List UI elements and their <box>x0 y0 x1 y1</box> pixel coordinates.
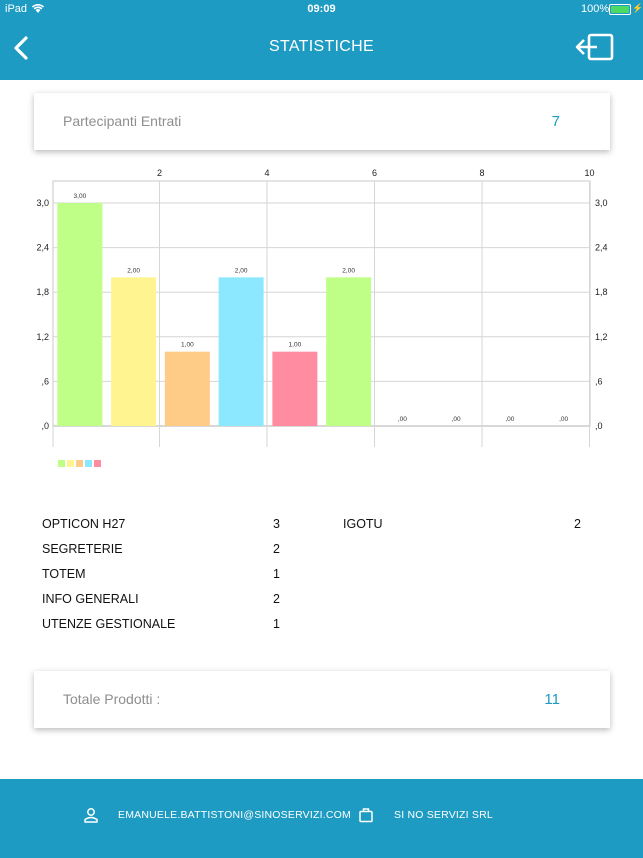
product-list-left: OPTICON H27 3 SEGRETERIE 2 TOTEM 1 INFO … <box>42 515 282 640</box>
y-tick-label-right: 1,2 <box>595 332 608 342</box>
y-tick-label-left: ,0 <box>41 421 49 431</box>
product-count: 2 <box>273 542 280 556</box>
participants-card: Partecipanti Entrati 7 <box>34 93 610 150</box>
company-name: SI NO SERVIZI SRL <box>394 809 493 821</box>
y-tick-label-left: 1,8 <box>36 287 49 297</box>
carrier-label: iPad <box>5 3 28 15</box>
chart-bar <box>272 351 318 426</box>
charging-icon: ⚡ <box>632 3 643 13</box>
x-tick-label: 2 <box>157 168 162 178</box>
bar-value-label: 2,00 <box>235 267 248 274</box>
x-tick-label: 8 <box>479 168 484 178</box>
footer-bar: EMANUELE.BATTISTONI@SINOSERVIZI.COM SI N… <box>0 779 643 858</box>
x-tick-label: 6 <box>372 168 377 178</box>
status-bar: iPad 09:09 100% ⚡ <box>0 0 643 18</box>
product-name: SEGRETERIE <box>42 542 123 556</box>
product-name: OPTICON H27 <box>42 517 126 531</box>
list-item: UTENZE GESTIONALE 1 <box>42 615 282 640</box>
product-count: 3 <box>273 517 280 531</box>
product-list-right: IGOTU 2 <box>343 515 583 540</box>
list-item: SEGRETERIE 2 <box>42 540 282 565</box>
legend-swatch <box>85 460 92 467</box>
product-name: IGOTU <box>343 517 383 531</box>
list-item: INFO GENERALI 2 <box>42 590 282 615</box>
product-name: UTENZE GESTIONALE <box>42 617 176 631</box>
chart-bar <box>326 277 372 426</box>
total-products-label: Totale Prodotti : <box>63 691 161 707</box>
product-count: 1 <box>273 617 280 631</box>
list-item: OPTICON H27 3 <box>42 515 282 540</box>
list-item: TOTEM 1 <box>42 565 282 590</box>
legend-swatch <box>58 460 65 467</box>
bar-value-label: 2,00 <box>342 267 355 274</box>
total-products-card: Totale Prodotti : 11 <box>34 671 610 728</box>
product-name: INFO GENERALI <box>42 592 139 606</box>
battery-percent: 100% <box>581 3 610 15</box>
battery-icon <box>609 4 631 15</box>
chart-legend <box>58 460 103 467</box>
top-bar: iPad 09:09 100% ⚡ STATISTICHE <box>0 0 643 80</box>
chart-bar <box>218 277 264 426</box>
bar-value-label: ,00 <box>505 416 514 423</box>
y-tick-label-right: 3,0 <box>595 198 608 208</box>
bar-value-label: ,00 <box>452 416 461 423</box>
y-tick-label-right: 2,4 <box>595 243 608 253</box>
chart-bar <box>57 203 103 426</box>
status-time: 09:09 <box>307 3 336 15</box>
product-count: 1 <box>273 567 280 581</box>
participants-value: 7 <box>551 113 560 130</box>
bar-value-label: 3,00 <box>74 193 87 200</box>
product-count: 2 <box>273 592 280 606</box>
y-tick-label-right: ,6 <box>595 376 603 386</box>
legend-swatch <box>94 460 101 467</box>
product-count: 2 <box>574 517 581 531</box>
bar-value-label: 1,00 <box>181 342 194 349</box>
chart-bar <box>111 277 157 426</box>
product-name: TOTEM <box>42 567 86 581</box>
participants-label: Partecipanti Entrati <box>63 113 182 129</box>
legend-swatch <box>76 460 83 467</box>
total-products-value: 11 <box>544 691 560 708</box>
bar-value-label: 1,00 <box>289 342 302 349</box>
bar-value-label: ,00 <box>559 416 568 423</box>
y-tick-label-left: 3,0 <box>36 198 49 208</box>
y-tick-label-right: 1,8 <box>595 287 608 297</box>
x-tick-label: 4 <box>264 168 269 178</box>
y-tick-label-right: ,0 <box>595 421 603 431</box>
list-item: IGOTU 2 <box>343 515 583 540</box>
bar-value-label: 2,00 <box>127 267 140 274</box>
wifi-icon <box>31 4 45 13</box>
back-chevron-icon[interactable] <box>10 35 34 61</box>
chart-bar <box>164 351 210 426</box>
user-icon <box>84 808 98 823</box>
logout-icon[interactable] <box>575 33 615 61</box>
x-tick-label: 10 <box>584 168 594 178</box>
briefcase-icon <box>359 808 373 823</box>
bar-chart: 3,0 3,0 2,4 2,4 1,8 1,8 1,2 1,2 ,6 ,6 ,0 ,0 2 4 6 8 10 3,… <box>36 168 608 447</box>
y-tick-label-left: ,6 <box>41 376 49 386</box>
legend-swatch <box>67 460 74 467</box>
user-email: EMANUELE.BATTISTONI@SINOSERVIZI.COM <box>118 809 351 821</box>
y-tick-label-left: 1,2 <box>36 332 49 342</box>
page-title: STATISTICHE <box>269 38 374 55</box>
bar-value-label: ,00 <box>398 416 407 423</box>
y-tick-label-left: 2,4 <box>36 243 49 253</box>
